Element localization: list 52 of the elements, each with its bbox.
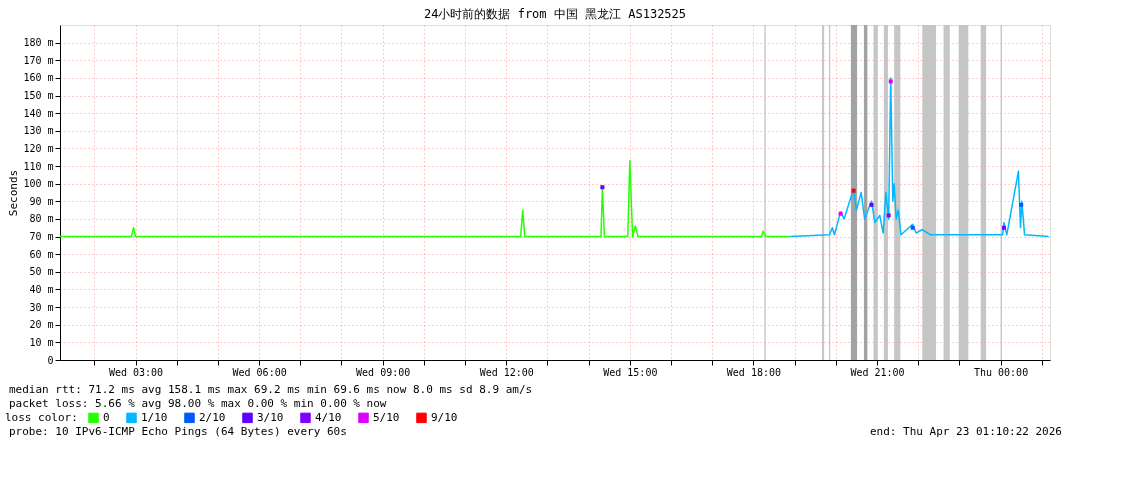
x-tick-label: Wed 09:00	[356, 366, 411, 378]
y-tick-label: 50 m	[29, 266, 54, 278]
point	[886, 213, 891, 218]
point	[869, 202, 874, 207]
y-tick-label: 70 m	[29, 231, 54, 243]
legend-label: 3/10	[257, 410, 284, 424]
legend-label: 9/10	[431, 410, 458, 424]
y-tick-label: 140 m	[23, 107, 54, 119]
legend-label: 1/10	[141, 410, 168, 424]
y-tick-label: 0	[47, 354, 54, 366]
y-tick-label: 40 m	[29, 283, 54, 295]
text: packet loss: 5.66 % avg 98.00 % max 0.00 % min 0.00 % now	[9, 397, 387, 410]
point	[838, 211, 843, 216]
y-tick-label: 20 m	[29, 319, 54, 331]
text: end: Thu Apr 23 01:10:22 2026	[869, 425, 1062, 438]
x-tick-label: Wed 06:00	[232, 366, 287, 378]
legend-label: 0	[103, 410, 110, 424]
y-tick-label: 160 m	[23, 72, 54, 84]
y-tick-label: 150 m	[23, 90, 54, 102]
x-tick-label: Wed 03:00	[108, 366, 164, 378]
y-tick-label: 120 m	[23, 142, 54, 154]
text: probe: 10 IPv6-ICMP Echo Pings (64 Bytes) every 60s	[9, 425, 347, 438]
y-tick-label: 60 m	[29, 248, 54, 260]
y-tick-label: 10 m	[29, 336, 54, 348]
x-tick-label: Wed 18:00	[726, 366, 782, 378]
point	[910, 225, 915, 230]
y-tick-label: 170 m	[23, 54, 54, 66]
y-tick-label: 180 m	[23, 37, 54, 49]
legend-label: 4/10	[315, 410, 342, 424]
line-series	[789, 77, 1050, 238]
point	[851, 188, 856, 193]
y-tick-label: 80 m	[29, 213, 54, 225]
y-tick-label: 30 m	[29, 301, 54, 313]
point	[600, 185, 605, 190]
line-series	[59, 160, 792, 238]
y-axis-title: Seconds	[7, 169, 21, 217]
point	[888, 79, 893, 84]
y-tick-label: 90 m	[29, 195, 54, 207]
y-tick-label: 100 m	[23, 178, 54, 190]
y-tick-label: 130 m	[23, 125, 54, 137]
point	[1002, 225, 1006, 230]
x-tick-label: Thu 00:00	[973, 366, 1029, 378]
x-tick-label: Wed 21:00	[850, 366, 905, 378]
legend-label: 2/10	[199, 410, 226, 424]
text: median rtt: 71.2 ms avg 158.1 ms max 69.2 ms min 69.6 ms now 8.0 ms sd 8.9 am/s	[9, 383, 533, 396]
x-tick-label: Wed 12:00	[479, 366, 534, 378]
point	[1019, 202, 1024, 207]
y-tick-label: 110 m	[23, 160, 54, 172]
x-tick-label: Wed 15:00	[603, 366, 658, 378]
legend-title: loss color:	[5, 411, 78, 424]
legend-label: 5/10	[373, 410, 400, 424]
chart-title: 24小时前的数据 from 中国 黑龙江 AS132525	[423, 7, 687, 21]
